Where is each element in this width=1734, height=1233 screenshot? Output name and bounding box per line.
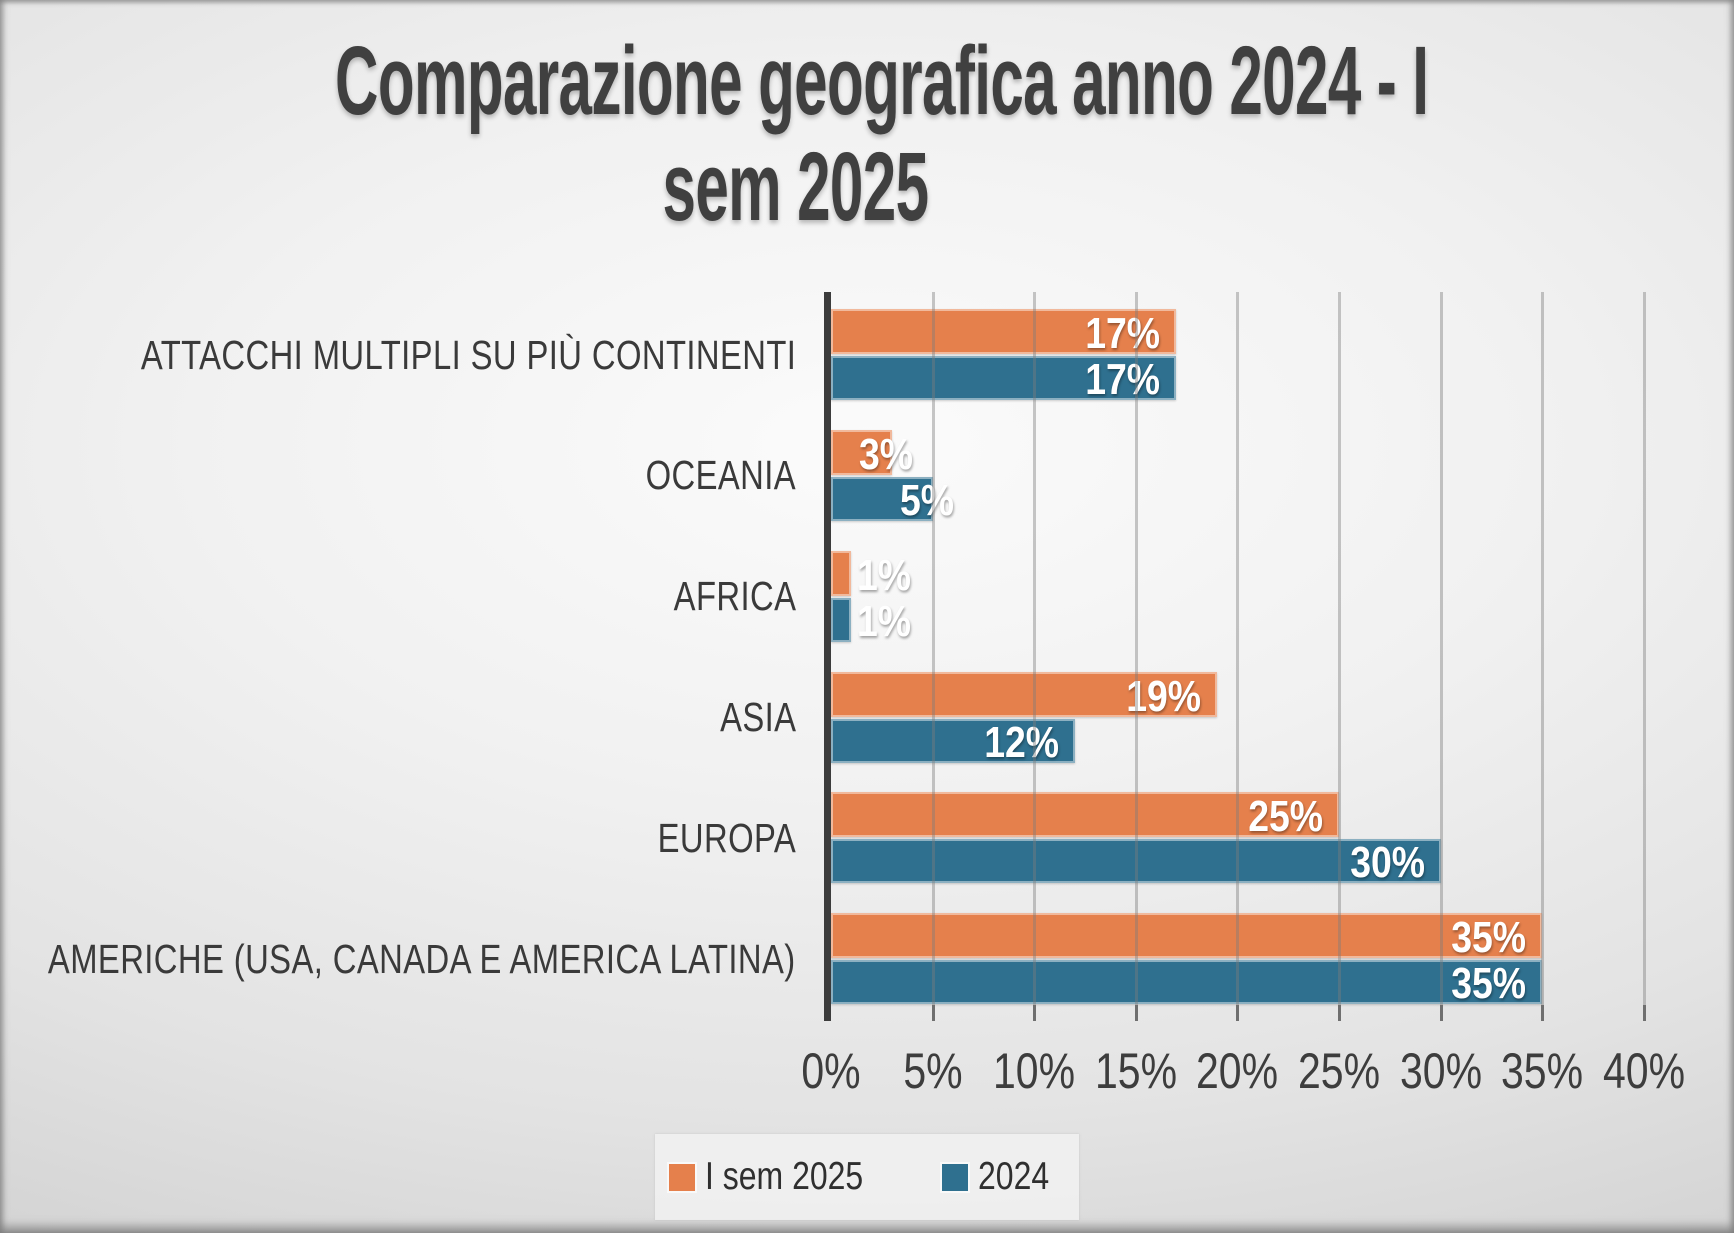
chart-title-line1: Comparazione geografica anno 2024 - I [335, 26, 1429, 135]
data-label: 12% [984, 718, 1059, 767]
plot-area: 17% 17% 3% 5% 1% 1% 19% 12% 25% 30% 35% 35% [824, 292, 1646, 1021]
data-label: 17% [1085, 355, 1160, 404]
data-label: 19% [1126, 671, 1201, 721]
axis-tick-mark [1541, 1005, 1544, 1021]
gridline [1643, 292, 1646, 1005]
bar-2024: 35% [831, 959, 1542, 1008]
axis-tick-mark [1135, 1005, 1138, 1021]
gridline [1135, 292, 1138, 1005]
x-axis-tick-label: 35% [1500, 1043, 1584, 1099]
category-label: AFRICA [673, 573, 796, 619]
category-label: ASIA [719, 694, 796, 740]
bar-i-sem-2025: 17% [831, 308, 1176, 358]
axis-tick-mark [932, 1005, 935, 1021]
bar-2024: 30% [831, 838, 1441, 887]
x-axis-tick-label: 30% [1399, 1043, 1483, 1099]
data-label: 1% [857, 550, 912, 600]
x-axis-tick-label: 0% [801, 1043, 861, 1099]
category-label: ATTACCHI MULTIPLI SU PIÙ CONTINENTI [140, 332, 796, 378]
bar-2024: 1% [831, 597, 911, 646]
legend: I sem 2025 2024 [655, 1134, 1079, 1220]
bar-i-sem-2025: 35% [831, 912, 1542, 962]
bar-i-sem-2025: 25% [831, 791, 1339, 841]
x-axis-tick-label: 15% [1094, 1043, 1178, 1099]
axis-tick-mark [1440, 1005, 1443, 1021]
bar-2024: 12% [831, 718, 1075, 767]
axis-tick-mark [1033, 1005, 1036, 1021]
bar-2024: 5% [831, 476, 954, 525]
data-label: 5% [900, 476, 955, 525]
legend-swatch-icon [942, 1163, 969, 1191]
x-axis-tick-label: 40% [1602, 1043, 1686, 1099]
category-label: EUROPA [657, 815, 796, 861]
axis-tick-mark [1338, 1005, 1341, 1021]
gridline [1033, 292, 1036, 1005]
data-label: 35% [1451, 912, 1526, 962]
legend-item-2024: 2024 [942, 1155, 1065, 1199]
bar-i-sem-2025: 1% [831, 551, 911, 600]
x-axis-tick-label: 5% [903, 1043, 963, 1099]
legend-item-i-sem-2025: I sem 2025 [669, 1155, 898, 1199]
chart-title-line2: sem 2025 [662, 132, 929, 241]
category-label: AMERICHE (USA, CANADA E AMERICA LATINA) [48, 936, 796, 982]
data-label: 35% [1451, 959, 1526, 1008]
category-axis-line [824, 292, 831, 1021]
gridline [1338, 292, 1341, 1005]
x-axis-tick-label: 20% [1195, 1043, 1279, 1099]
x-axis-tick-label: 25% [1297, 1043, 1381, 1099]
bar-i-sem-2025: 3% [831, 430, 913, 479]
x-axis-tick-label: 10% [992, 1043, 1076, 1099]
legend-label: 2024 [978, 1155, 1050, 1198]
data-label: 25% [1248, 791, 1323, 841]
data-label: 1% [857, 597, 912, 646]
axis-tick-mark [1643, 1005, 1646, 1021]
legend-swatch-icon [669, 1163, 696, 1191]
bar-i-sem-2025: 19% [831, 671, 1217, 721]
category-label: OCEANIA [645, 452, 796, 498]
gridline [1236, 292, 1239, 1005]
legend-label: I sem 2025 [705, 1155, 864, 1198]
gridline [1440, 292, 1443, 1005]
chart-title: Comparazione geografica anno 2024 - I se… [0, 28, 1590, 240]
data-label: 30% [1350, 838, 1425, 887]
gridline [1541, 292, 1544, 1005]
axis-tick-mark [1236, 1005, 1239, 1021]
data-label: 17% [1085, 308, 1160, 358]
gridline [932, 292, 935, 1005]
bar-2024: 17% [831, 355, 1176, 404]
data-label: 3% [859, 429, 914, 479]
